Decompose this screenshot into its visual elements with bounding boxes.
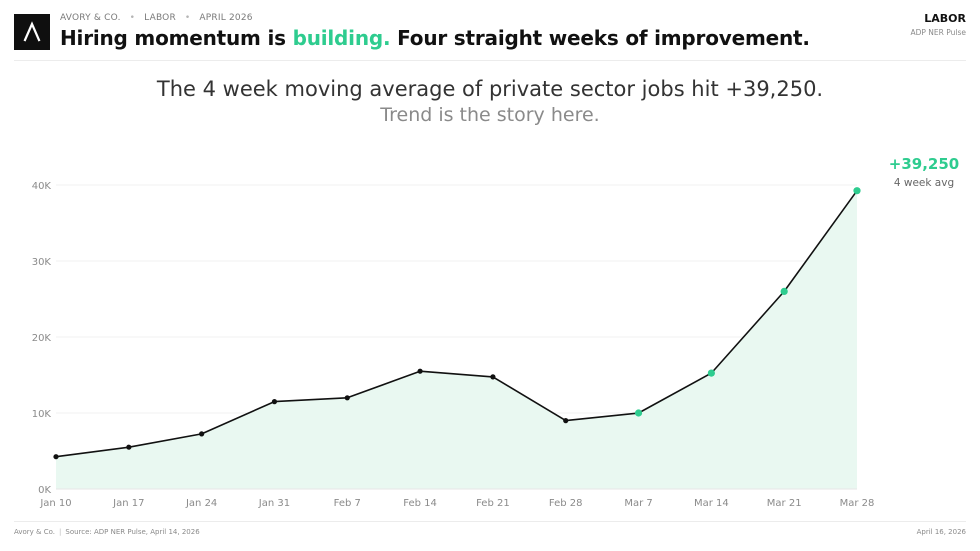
- headline-accent: building.: [292, 26, 391, 50]
- chart-subtitle: The 4 week moving average of private sec…: [156, 77, 824, 101]
- data-point: [417, 368, 423, 374]
- data-point: [490, 374, 496, 380]
- headline-post: Four straight weeks of improvement.: [390, 26, 810, 50]
- x-tick-label: Jan 31: [258, 498, 290, 509]
- x-tick-label: Feb 28: [549, 498, 583, 509]
- data-point: [563, 418, 569, 424]
- footer-date: April 16, 2026: [916, 528, 966, 536]
- y-tick-label: 20K: [32, 333, 52, 344]
- data-point: [53, 454, 59, 460]
- data-point: [126, 444, 132, 450]
- issue-date: APRIL 2026: [199, 13, 253, 23]
- meta-separator-icon: •: [184, 13, 191, 23]
- section-name: LABOR: [144, 13, 176, 23]
- x-tick-label: Jan 10: [39, 498, 71, 509]
- section-tag: LABOR: [924, 12, 966, 25]
- x-tick-label: Mar 14: [694, 498, 729, 509]
- data-point-highlighted: [780, 287, 788, 295]
- meta-separator-icon: •: [129, 13, 136, 23]
- footer-source: Avory & Co. | Source: ADP NER Pulse, April…: [14, 528, 200, 536]
- section-tag-source: ADP NER Pulse: [910, 28, 966, 37]
- headline-pre: Hiring momentum is: [60, 26, 293, 50]
- brand-name: AVORY & CO.: [60, 13, 121, 23]
- header-divider: [14, 60, 966, 61]
- callout-label: 4 week avg: [894, 177, 954, 189]
- y-tick-label: 30K: [32, 257, 52, 268]
- x-tick-label: Mar 7: [624, 498, 652, 509]
- x-tick-label: Feb 7: [334, 498, 361, 509]
- y-tick-label: 40K: [32, 181, 52, 192]
- x-tick-label: Jan 17: [112, 498, 144, 509]
- data-point: [344, 395, 350, 401]
- callout-value: +39,250: [889, 155, 959, 173]
- logo-mark-icon: [23, 21, 41, 42]
- series-area: [56, 190, 857, 489]
- data-point-highlighted: [707, 369, 715, 377]
- data-point-highlighted: [634, 409, 643, 417]
- series-line: [55, 190, 858, 458]
- page-title: Hiring momentum is building. Four straig…: [60, 26, 810, 50]
- chart-subtitle-secondary: Trend is the story here.: [380, 104, 600, 126]
- footer-source-text: Source: ADP NER Pulse, April 14, 2026: [65, 528, 200, 536]
- data-point-highlighted: [853, 187, 861, 195]
- data-point: [271, 399, 278, 405]
- x-tick-label: Feb 21: [476, 498, 510, 509]
- x-tick-label: Feb 14: [403, 498, 437, 509]
- y-tick-label: 10K: [32, 409, 52, 420]
- x-tick-label: Mar 21: [767, 498, 802, 509]
- footer-separator: |: [59, 528, 62, 536]
- footer-brand: Avory & Co.: [14, 528, 56, 536]
- x-tick-label: Jan 24: [185, 498, 217, 509]
- data-point: [199, 431, 205, 437]
- footer-divider: [14, 521, 966, 522]
- header-meta: AVORY & CO. • LABOR • APRIL 2026: [60, 13, 253, 23]
- y-tick-label: 0K: [38, 485, 51, 496]
- x-tick-label: Mar 28: [840, 498, 875, 509]
- brand-logo: [14, 14, 50, 50]
